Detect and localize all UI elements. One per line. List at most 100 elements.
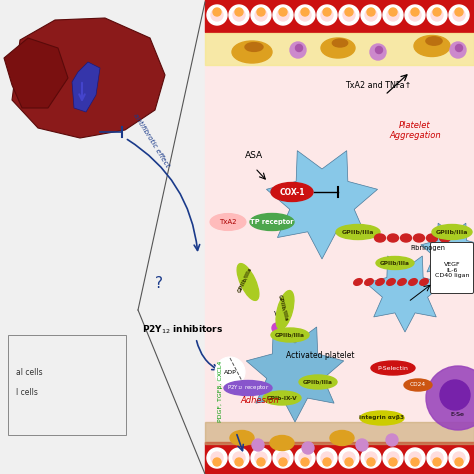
Circle shape: [405, 448, 425, 468]
Ellipse shape: [365, 279, 373, 285]
Circle shape: [456, 45, 463, 52]
Circle shape: [235, 458, 243, 466]
Circle shape: [345, 8, 353, 16]
Ellipse shape: [376, 279, 384, 285]
Ellipse shape: [420, 279, 428, 285]
Circle shape: [365, 452, 377, 464]
Ellipse shape: [439, 234, 450, 242]
Text: TP receptor: TP receptor: [250, 219, 294, 225]
Circle shape: [449, 5, 469, 25]
Circle shape: [383, 448, 403, 468]
Circle shape: [215, 357, 245, 387]
Circle shape: [431, 452, 443, 464]
Circle shape: [229, 5, 249, 25]
Circle shape: [433, 8, 441, 16]
Text: Adhesion: Adhesion: [240, 396, 279, 405]
Text: GPIIb/IIIa: GPIIb/IIIa: [436, 229, 468, 235]
Circle shape: [272, 323, 282, 333]
Circle shape: [440, 380, 470, 410]
Text: PDGF, TGFβ, CXCL4: PDGF, TGFβ, CXCL4: [218, 361, 223, 422]
Text: TxA2: TxA2: [219, 219, 237, 225]
Ellipse shape: [374, 234, 385, 242]
Circle shape: [301, 458, 309, 466]
Text: antifibrotic effect: antifibrotic effect: [132, 113, 170, 169]
Circle shape: [343, 9, 355, 21]
Circle shape: [207, 5, 227, 25]
Circle shape: [389, 8, 397, 16]
Circle shape: [233, 452, 245, 464]
Ellipse shape: [245, 43, 263, 51]
Text: GPIIb/IIIa: GPIIb/IIIa: [342, 229, 374, 235]
Bar: [205, 442, 474, 474]
Text: ?: ?: [155, 276, 163, 291]
Ellipse shape: [432, 225, 472, 239]
Ellipse shape: [210, 213, 246, 230]
Circle shape: [229, 448, 249, 468]
Ellipse shape: [270, 436, 294, 450]
Text: VEGF
IL-6
CD40 ligan: VEGF IL-6 CD40 ligan: [435, 262, 469, 278]
Text: GPIIb/IIIa: GPIIb/IIIa: [237, 266, 253, 293]
Circle shape: [427, 448, 447, 468]
Text: COX-1: COX-1: [279, 188, 305, 197]
Circle shape: [295, 45, 302, 52]
Ellipse shape: [409, 279, 417, 285]
Circle shape: [387, 9, 399, 21]
Ellipse shape: [427, 234, 438, 242]
Circle shape: [211, 9, 223, 21]
Circle shape: [449, 448, 469, 468]
Ellipse shape: [414, 36, 450, 56]
Circle shape: [455, 8, 463, 16]
Ellipse shape: [401, 234, 411, 242]
FancyBboxPatch shape: [430, 243, 474, 293]
Ellipse shape: [332, 39, 347, 47]
Ellipse shape: [387, 279, 395, 285]
Circle shape: [345, 458, 353, 466]
Circle shape: [299, 452, 311, 464]
Ellipse shape: [371, 361, 415, 375]
Circle shape: [409, 9, 421, 21]
Ellipse shape: [230, 430, 254, 446]
Bar: [205, 33, 474, 65]
Circle shape: [235, 8, 243, 16]
Circle shape: [207, 448, 227, 468]
Bar: [8, 335, 126, 435]
Polygon shape: [366, 256, 444, 332]
Ellipse shape: [271, 182, 313, 201]
Circle shape: [301, 8, 309, 16]
Circle shape: [361, 5, 381, 25]
Circle shape: [279, 8, 287, 16]
Circle shape: [431, 9, 443, 21]
Circle shape: [317, 448, 337, 468]
Text: GPIIb/IIIa: GPIIb/IIIa: [303, 380, 333, 384]
Circle shape: [427, 5, 447, 25]
Text: E-Se: E-Se: [450, 412, 464, 417]
Polygon shape: [421, 223, 474, 284]
Circle shape: [383, 5, 403, 25]
Circle shape: [367, 458, 375, 466]
Text: P-Selectin: P-Selectin: [378, 365, 409, 371]
Text: P2Y$_{12}$ receptor: P2Y$_{12}$ receptor: [227, 383, 269, 392]
Text: P2Y$_{12}$ inhibitors: P2Y$_{12}$ inhibitors: [142, 323, 223, 336]
Ellipse shape: [299, 375, 337, 389]
Text: GPIb-IX-V: GPIb-IX-V: [267, 395, 297, 401]
Circle shape: [277, 9, 289, 21]
Circle shape: [365, 9, 377, 21]
Circle shape: [252, 439, 264, 451]
Ellipse shape: [237, 264, 259, 301]
Ellipse shape: [398, 279, 406, 285]
Ellipse shape: [426, 37, 442, 45]
Text: vWF: vWF: [274, 309, 291, 318]
Text: Fibrinogen: Fibrinogen: [410, 245, 445, 251]
Circle shape: [211, 452, 223, 464]
Text: integrin αvβ3: integrin αvβ3: [359, 416, 405, 420]
Circle shape: [411, 8, 419, 16]
Circle shape: [273, 448, 293, 468]
Text: GPIIb/IIIa: GPIIb/IIIa: [277, 294, 289, 322]
Circle shape: [273, 5, 293, 25]
Circle shape: [277, 452, 289, 464]
Ellipse shape: [224, 381, 272, 395]
Circle shape: [343, 452, 355, 464]
Bar: [0, 0, 205, 474]
Circle shape: [375, 46, 383, 54]
Circle shape: [453, 9, 465, 21]
